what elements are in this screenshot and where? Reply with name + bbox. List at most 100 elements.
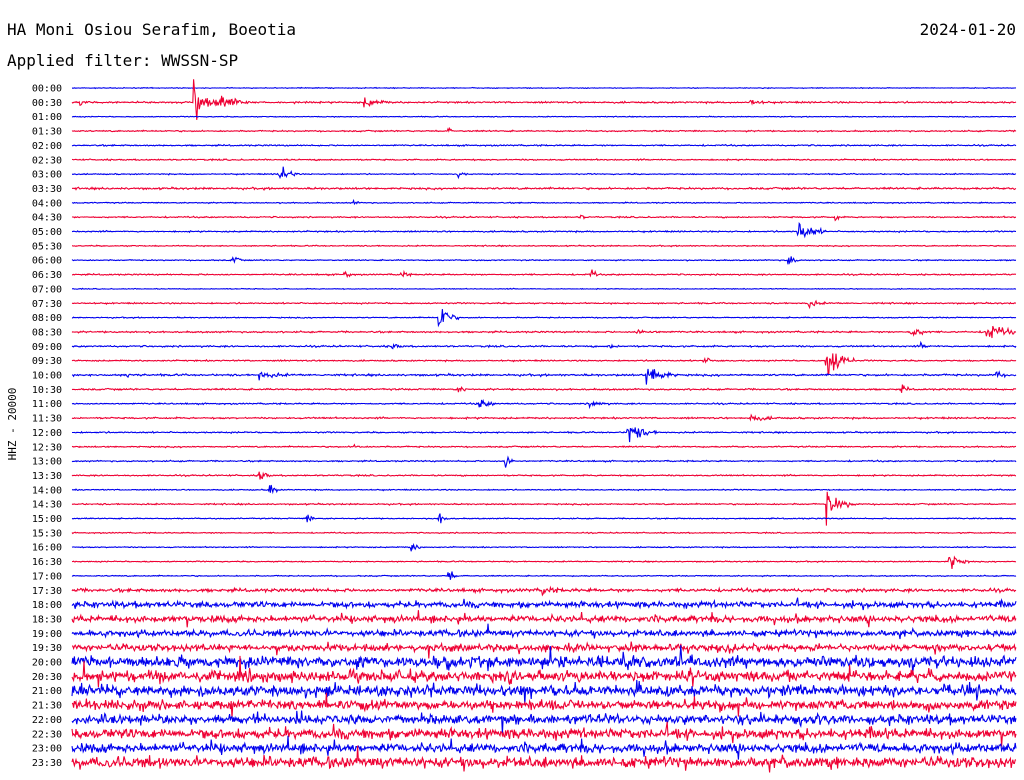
time-tick-label: 05:30 bbox=[32, 241, 62, 252]
trace-line bbox=[71, 679, 1017, 705]
trace-line bbox=[71, 655, 1017, 688]
time-tick-label: 23:00 bbox=[32, 744, 62, 755]
time-tick-label: 18:30 bbox=[32, 614, 62, 625]
time-tick-label: 05:00 bbox=[32, 227, 62, 238]
trace-line bbox=[71, 531, 1017, 535]
time-tick-label: 12:00 bbox=[32, 428, 62, 439]
trace-line bbox=[71, 221, 1016, 239]
trace-line bbox=[71, 166, 1017, 180]
trace-line bbox=[71, 413, 1017, 422]
trace-line bbox=[72, 641, 1017, 659]
time-tick-label: 22:30 bbox=[32, 729, 62, 740]
trace-line bbox=[71, 287, 1017, 291]
time-tick-label: 06:00 bbox=[32, 256, 62, 267]
channel-label: HHZ - 20000 bbox=[6, 388, 19, 461]
trace-line bbox=[71, 186, 1017, 191]
time-tick-label: 08:00 bbox=[32, 313, 62, 324]
trace-line bbox=[71, 157, 1017, 162]
time-tick-label: 20:30 bbox=[32, 672, 62, 683]
trace-line bbox=[71, 571, 1017, 580]
trace-line bbox=[71, 491, 1016, 526]
trace-line bbox=[71, 585, 1017, 597]
time-tick-label: 21:30 bbox=[32, 701, 62, 712]
time-tick-label: 15:00 bbox=[32, 514, 62, 525]
time-tick-label: 06:30 bbox=[32, 270, 62, 281]
filter-label: Applied filter: WWSSN-SP bbox=[7, 51, 239, 70]
time-tick-label: 17:30 bbox=[32, 586, 62, 597]
station-title: HA Moni Osiou Serafim, Boeotia bbox=[7, 20, 296, 39]
trace-line bbox=[71, 610, 1017, 628]
time-tick-label: 17:00 bbox=[32, 571, 62, 582]
time-tick-label: 12:30 bbox=[32, 442, 62, 453]
time-tick-label: 00:30 bbox=[32, 98, 62, 109]
trace-line bbox=[71, 692, 1017, 719]
trace-line bbox=[71, 79, 1017, 120]
time-tick-label: 19:30 bbox=[32, 643, 62, 654]
trace-line bbox=[71, 513, 1017, 524]
trace-line bbox=[71, 721, 1017, 747]
trace-line bbox=[71, 542, 1017, 552]
time-tick-label: 11:30 bbox=[32, 414, 62, 425]
time-tick-label: 01:00 bbox=[32, 112, 62, 123]
trace-group bbox=[71, 79, 1017, 773]
trace-line bbox=[71, 368, 1017, 385]
time-tick-label: 19:00 bbox=[32, 629, 62, 640]
time-tick-label: 03:30 bbox=[32, 184, 62, 195]
time-tick-label: 13:00 bbox=[32, 457, 62, 468]
trace-line bbox=[71, 710, 1017, 735]
trace-line bbox=[71, 735, 1017, 760]
trace-line bbox=[71, 86, 1017, 90]
time-tick-label: 16:00 bbox=[32, 543, 62, 554]
trace-line bbox=[72, 427, 1017, 443]
time-tick-label: 23:30 bbox=[32, 758, 62, 769]
time-tick-label: 03:00 bbox=[32, 170, 62, 181]
trace-line bbox=[72, 269, 1017, 279]
trace-line bbox=[71, 455, 1017, 468]
time-tick-label: 07:00 bbox=[32, 284, 62, 295]
time-tick-label: 14:30 bbox=[32, 500, 62, 511]
time-tick-label: 15:30 bbox=[32, 528, 62, 539]
time-tick-label: 16:30 bbox=[32, 557, 62, 568]
trace-line bbox=[72, 244, 1017, 248]
time-tick-label: 00:00 bbox=[32, 84, 62, 95]
time-tick-label: 07:30 bbox=[32, 299, 62, 310]
trace-line bbox=[71, 299, 1016, 310]
time-tick-label: 02:30 bbox=[32, 155, 62, 166]
trace-line bbox=[71, 143, 1017, 148]
time-tick-label: 09:00 bbox=[32, 342, 62, 353]
time-tick-label: 04:00 bbox=[32, 198, 62, 209]
date-label: 2024-01-20 bbox=[919, 20, 1016, 39]
trace-line bbox=[71, 645, 1017, 674]
trace-line bbox=[71, 443, 1017, 449]
time-tick-label: 22:00 bbox=[32, 715, 62, 726]
time-tick-label: 10:00 bbox=[32, 371, 62, 382]
time-tick-label: 18:00 bbox=[32, 600, 62, 611]
trace-line bbox=[71, 623, 1017, 640]
time-tick-label: 20:00 bbox=[32, 658, 62, 669]
time-tick-label: 09:30 bbox=[32, 356, 62, 367]
trace-line bbox=[71, 597, 1017, 611]
time-tick-label: 10:30 bbox=[32, 385, 62, 396]
trace-line bbox=[71, 325, 1017, 339]
time-tick-label: 01:30 bbox=[32, 127, 62, 138]
time-tick-label: 14:00 bbox=[32, 485, 62, 496]
trace-line bbox=[71, 309, 1017, 328]
trace-line bbox=[71, 214, 1017, 222]
trace-line bbox=[71, 471, 1017, 480]
trace-line bbox=[71, 555, 1017, 569]
trace-line bbox=[71, 115, 1016, 119]
trace-line bbox=[71, 256, 1017, 265]
trace-line bbox=[71, 484, 1017, 495]
time-tick-label: 02:00 bbox=[32, 141, 62, 152]
trace-line bbox=[71, 745, 1017, 773]
trace-line bbox=[71, 340, 1017, 350]
time-tick-label: 11:00 bbox=[32, 399, 62, 410]
time-tick-label: 21:00 bbox=[32, 686, 62, 697]
trace-line bbox=[71, 384, 1017, 393]
trace-line bbox=[71, 353, 1017, 375]
time-tick-label: 08:30 bbox=[32, 327, 62, 338]
trace-line bbox=[71, 398, 1017, 410]
time-tick-labels: 00:00 00:30 01:00 01:30 02:00 02:30 03:00 03:30… bbox=[32, 84, 62, 769]
trace-line bbox=[71, 198, 1016, 206]
